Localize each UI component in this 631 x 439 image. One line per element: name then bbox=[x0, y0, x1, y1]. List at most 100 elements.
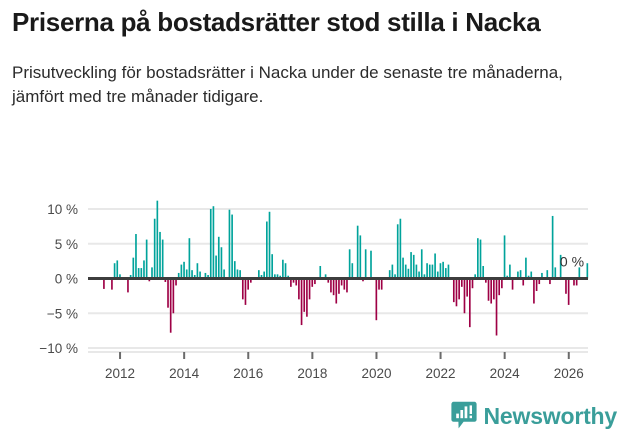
chart-annotations: 0 % bbox=[560, 254, 584, 270]
bar bbox=[236, 269, 239, 279]
bar bbox=[180, 264, 183, 279]
bar bbox=[501, 278, 503, 289]
bar bbox=[247, 278, 249, 290]
bar bbox=[233, 261, 236, 279]
bar bbox=[271, 254, 274, 279]
bar bbox=[172, 278, 175, 314]
x-axis-tick-label: 2022 bbox=[426, 366, 456, 381]
bar bbox=[332, 278, 335, 296]
bar bbox=[541, 272, 543, 279]
bar bbox=[169, 278, 172, 333]
bar bbox=[485, 278, 487, 283]
bar bbox=[466, 278, 468, 297]
bar bbox=[525, 257, 527, 279]
bar bbox=[175, 278, 177, 286]
bar bbox=[404, 264, 407, 279]
bar bbox=[185, 269, 188, 279]
newsworthy-logo[interactable]: Newsworthy bbox=[450, 401, 618, 431]
bar bbox=[460, 278, 463, 287]
bar bbox=[455, 278, 458, 307]
bar bbox=[258, 270, 260, 279]
bar bbox=[565, 278, 567, 294]
bar bbox=[426, 263, 428, 279]
bar bbox=[306, 278, 308, 317]
x-axis-ticks bbox=[88, 351, 588, 359]
bar bbox=[268, 211, 271, 279]
bar bbox=[156, 200, 159, 279]
page-subtitle: Prisutveckling för bostadsrätter i Nacka… bbox=[12, 63, 563, 106]
bar bbox=[116, 260, 119, 279]
bar bbox=[402, 257, 404, 279]
bar bbox=[319, 265, 322, 279]
bar bbox=[490, 278, 493, 304]
x-axis-tick-label: 2026 bbox=[554, 366, 584, 381]
bar bbox=[436, 271, 439, 279]
bar bbox=[495, 278, 498, 336]
bar bbox=[209, 209, 212, 279]
bar bbox=[394, 274, 396, 279]
bar bbox=[132, 257, 135, 279]
bar bbox=[177, 272, 180, 279]
bar bbox=[471, 278, 474, 289]
bar bbox=[375, 278, 378, 321]
bar bbox=[276, 274, 279, 279]
bar bbox=[351, 263, 354, 279]
bar bbox=[428, 264, 431, 279]
bar bbox=[546, 270, 549, 279]
x-axis-tick-label: 2014 bbox=[169, 366, 200, 381]
bar bbox=[330, 278, 332, 293]
bar bbox=[452, 278, 455, 303]
bar bbox=[578, 267, 581, 279]
bar bbox=[113, 263, 116, 279]
bar-chart-bubble-icon bbox=[450, 401, 477, 429]
y-axis-tick-label: −5 % bbox=[47, 306, 78, 321]
x-axis-tick-label: 2024 bbox=[490, 366, 521, 381]
bar bbox=[111, 278, 113, 290]
bar bbox=[263, 271, 265, 279]
bar bbox=[538, 278, 541, 285]
bar bbox=[575, 278, 578, 286]
value-annotation: 0 % bbox=[560, 254, 584, 270]
footer: Newsworthy bbox=[0, 398, 631, 439]
bar bbox=[284, 263, 287, 279]
bar bbox=[410, 252, 412, 279]
bar bbox=[241, 278, 244, 300]
bars bbox=[103, 200, 589, 336]
y-axis-labels: 10 % 5 % 0 % −5 % −10 % bbox=[39, 202, 78, 356]
bar bbox=[359, 235, 362, 279]
bar bbox=[335, 278, 338, 304]
x-axis-tick-label: 2020 bbox=[361, 366, 391, 381]
chart-svg: 10 % 5 % 0 % −5 % −10 % 2012 2014 2016 2018 2020… bbox=[39, 200, 589, 381]
bar bbox=[493, 278, 495, 300]
bar bbox=[260, 275, 263, 279]
bar bbox=[380, 278, 383, 290]
bar bbox=[522, 278, 525, 286]
bar bbox=[314, 278, 316, 285]
page-title: Priserna på bostadsrätter stod stilla i … bbox=[12, 7, 541, 37]
y-axis-tick-label: 5 % bbox=[55, 237, 78, 252]
bar bbox=[487, 278, 490, 301]
bar bbox=[530, 271, 533, 279]
y-axis-tick-label: 10 % bbox=[47, 202, 78, 217]
bar bbox=[143, 260, 145, 279]
bar bbox=[311, 278, 314, 287]
bar bbox=[586, 263, 589, 279]
bar bbox=[567, 278, 570, 305]
bar bbox=[535, 278, 538, 292]
bar bbox=[418, 271, 420, 279]
y-axis-tick-label: 0 % bbox=[55, 272, 78, 287]
bar bbox=[420, 249, 423, 279]
bar bbox=[444, 268, 447, 279]
bar bbox=[388, 270, 391, 279]
bar bbox=[468, 278, 471, 328]
bar bbox=[191, 270, 193, 279]
bar bbox=[559, 254, 562, 279]
bar bbox=[164, 278, 167, 282]
bar bbox=[482, 265, 485, 279]
x-axis-labels: 2012 2014 2016 2018 2020 2022 2024 2026 bbox=[105, 366, 584, 381]
bar bbox=[266, 221, 268, 279]
bar bbox=[434, 253, 436, 279]
bar bbox=[554, 267, 557, 279]
bar bbox=[549, 278, 551, 285]
logo-wordmark: Newsworthy bbox=[483, 403, 618, 429]
